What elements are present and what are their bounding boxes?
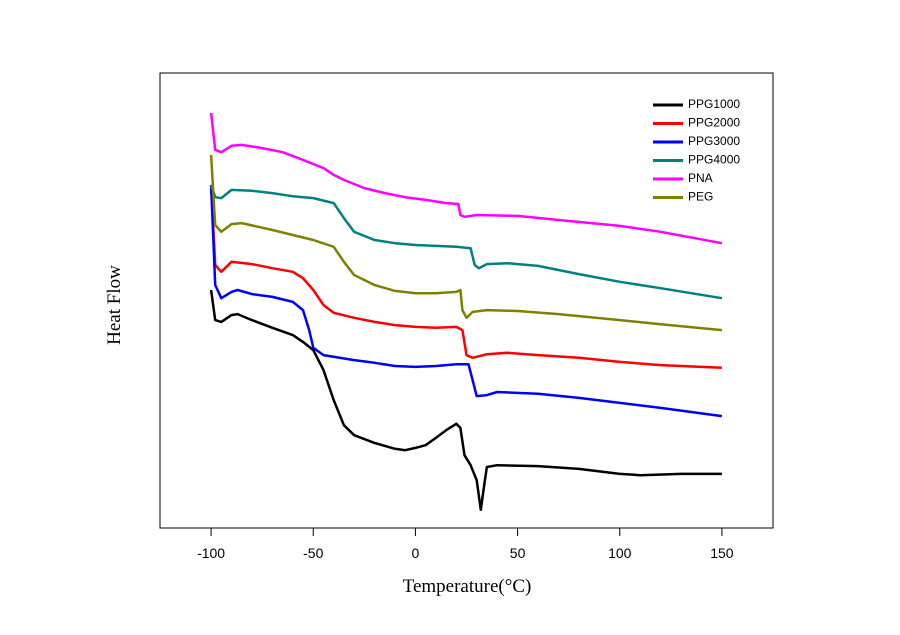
y-axis-title: Heat Flow (104, 265, 125, 345)
plot-frame (159, 72, 774, 529)
series-line (209, 184, 723, 300)
x-tick-label: 100 (608, 545, 632, 561)
x-tick-label: -100 (197, 545, 225, 561)
series-line (209, 154, 723, 332)
legend-label: PPG3000 (688, 134, 740, 148)
legend-label: PEG (688, 190, 713, 204)
x-tick-label: 150 (710, 545, 734, 561)
series-line (209, 184, 722, 370)
legend-label: PPG1000 (688, 97, 740, 111)
x-tick-label: 0 (412, 545, 420, 561)
series-line (209, 289, 722, 512)
x-tick-label: 50 (510, 545, 526, 561)
legend-label: PPG4000 (688, 153, 740, 167)
legend-label: PNA (688, 171, 713, 185)
legend-label: PPG2000 (688, 116, 740, 130)
x-tick-label: -50 (303, 545, 323, 561)
series-line (209, 112, 723, 245)
series-line (209, 184, 723, 418)
x-axis-title: Temperature(°C) (403, 576, 532, 597)
